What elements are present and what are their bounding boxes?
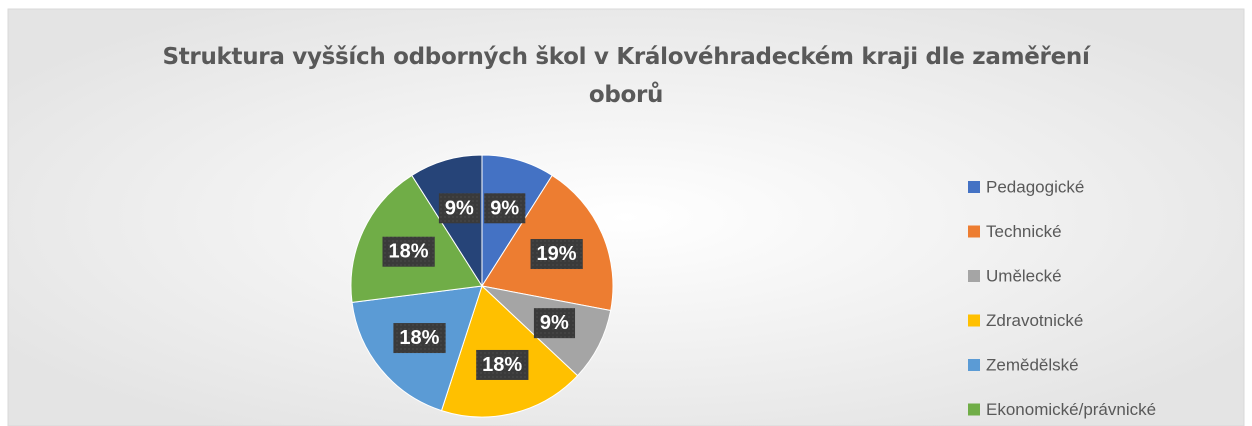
- data-label: 9%: [490, 197, 519, 219]
- data-label-box: [484, 193, 526, 224]
- chart-title: Struktura vyšších odborných škol v Králo…: [162, 44, 1090, 108]
- data-label: 9%: [540, 312, 569, 334]
- legend-label: Umělecké: [986, 266, 1062, 285]
- legend-label: Zdravotnické: [986, 311, 1083, 330]
- legend-swatch: [968, 270, 980, 282]
- data-label: 9%: [445, 197, 474, 219]
- legend-label: Zemědělské: [986, 355, 1079, 374]
- legend-swatch: [968, 403, 980, 416]
- data-label-box: [476, 349, 529, 380]
- data-label: 18%: [399, 327, 439, 349]
- data-label: 18%: [482, 354, 522, 376]
- legend-swatch: [968, 181, 980, 193]
- data-label-box: [382, 236, 435, 267]
- legend-label: Pedagogické: [986, 177, 1084, 196]
- data-label: 18%: [388, 241, 428, 263]
- legend-swatch: [968, 314, 980, 327]
- legend-label: Ekonomické/právnické: [986, 400, 1156, 419]
- legend-swatch: [968, 359, 980, 371]
- chart-area: [7, 8, 1245, 426]
- data-label: 19%: [537, 243, 577, 265]
- legend-label: Technické: [986, 222, 1062, 241]
- data-label-box: [393, 323, 446, 354]
- data-label-box: [438, 193, 481, 224]
- data-label-box: [533, 308, 576, 339]
- data-label-box: [530, 239, 583, 270]
- legend-swatch: [968, 225, 980, 238]
